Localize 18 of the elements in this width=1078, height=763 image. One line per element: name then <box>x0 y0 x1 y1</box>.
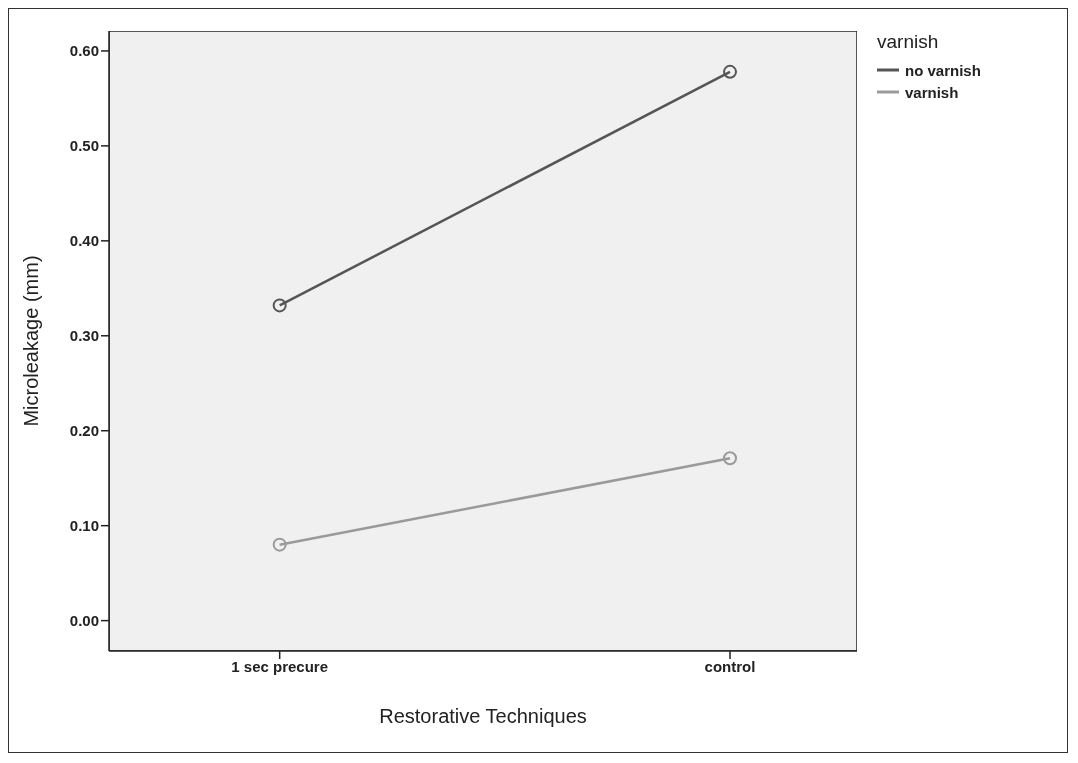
point <box>272 537 287 552</box>
y-tick-label: 0.40 <box>69 232 99 250</box>
y-tick-label: 0.20 <box>69 422 99 440</box>
y-axis-title: Microleakage (mm) <box>20 255 43 427</box>
point <box>723 451 738 466</box>
x-tick-label: control <box>704 657 756 675</box>
point <box>723 64 738 79</box>
y-tick-label: 0.00 <box>69 611 99 629</box>
legend-title: varnish <box>877 31 940 53</box>
x-tick-label: 1 sec precure <box>231 657 329 675</box>
x-axis-title: Restorative Techniques <box>379 705 587 727</box>
y-tick-label: 0.60 <box>69 42 99 60</box>
legend-label: varnish <box>904 82 960 103</box>
y-tick-label: 0.50 <box>69 137 99 155</box>
point <box>272 298 287 313</box>
y-tick-label: 0.10 <box>69 517 99 534</box>
y-tick-label: 0.30 <box>69 327 99 345</box>
legend-label: no varnish <box>904 60 982 81</box>
